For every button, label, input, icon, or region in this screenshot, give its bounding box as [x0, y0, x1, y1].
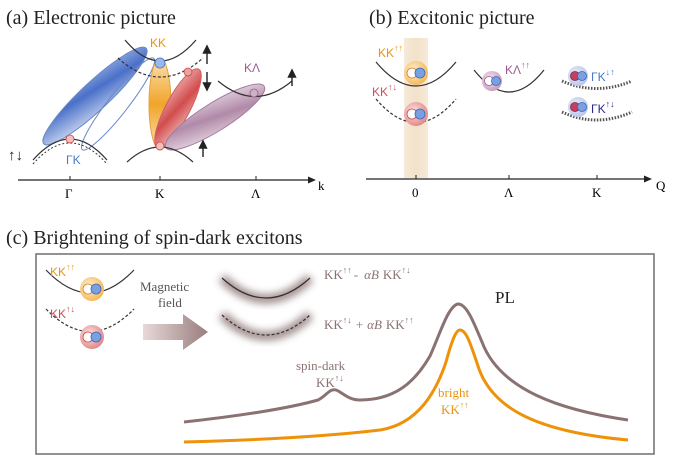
spin-left-label: ↑↓ — [8, 147, 23, 164]
panel-a: (a) Electronic picture ↑↓ KK KΛ ΓK — [6, 7, 325, 201]
klambda-valley-label: KΛ — [244, 61, 260, 75]
kk-valley-label: KK — [150, 36, 166, 50]
k-axis-label: k — [318, 178, 325, 193]
blue-transition-ellipse — [42, 46, 148, 146]
panel-c: (c) Brightening of spin-dark excitons KK… — [6, 227, 655, 455]
valence-band-Gamma-dashed — [32, 142, 108, 165]
electron-marker — [183, 67, 193, 77]
tick-label-k-b: K — [592, 185, 602, 200]
mix-top-formula: KK↑↑ - αB KK↑↓ — [324, 265, 411, 282]
hole-marker — [65, 134, 75, 144]
panel-a-title: (a) Electronic picture — [6, 7, 176, 29]
k-axis-arrowhead — [308, 176, 316, 184]
magnetic-label: Magnetic — [140, 279, 189, 294]
gk-bottom-parabola — [561, 110, 633, 122]
hole-marker — [155, 141, 165, 151]
spin-up-arrow — [198, 44, 297, 157]
q-axis-label: Q — [656, 178, 666, 193]
bright-kk-label: KK↑↑ — [441, 400, 469, 417]
field-label: field — [158, 295, 182, 310]
exciton-gk-bottom — [568, 97, 588, 117]
tick-label-0: 0 — [412, 185, 419, 200]
exciton-kk-bright — [404, 61, 428, 85]
tick-label-k: K — [155, 186, 165, 201]
kk-bright-label: KK↑↑ — [378, 43, 403, 60]
exciton-gk-top — [568, 66, 588, 86]
gammak-valley-label: ΓK — [66, 153, 81, 167]
panel-b-title: (b) Excitonic picture — [369, 7, 535, 29]
panel-b: (b) Excitonic picture — [366, 7, 666, 200]
upper-band-core — [221, 277, 311, 299]
bright-label: bright — [438, 385, 469, 400]
klambda-label: KΛ↑↑ — [505, 60, 530, 77]
q-axis-arrowhead — [644, 175, 652, 183]
panel-c-frame — [35, 253, 655, 455]
klambda-parabola — [473, 69, 545, 93]
c-kk-dark-label: KK↑↓ — [50, 304, 75, 321]
tick-label-gamma: Γ — [65, 186, 73, 201]
exciton-kk-dark — [404, 102, 428, 126]
kk-dark-label: KK↑↓ — [372, 82, 397, 99]
tick-label-lambda-b: Λ — [504, 185, 514, 200]
pl-spectrum-brightened — [183, 302, 629, 424]
gk-bottom-label: ΓK↑↓ — [591, 99, 615, 116]
tick-label-lambda: Λ — [251, 186, 261, 201]
blue-transition-ellipse-2 — [80, 57, 156, 151]
electron-marker — [249, 88, 259, 98]
lower-band-core — [221, 314, 311, 336]
spin-dark-kk-label: KK↑↓ — [316, 373, 344, 390]
magnetic-field-arrow — [143, 314, 208, 350]
c-kk-bright-label: KK↑↑ — [50, 262, 75, 279]
gk-top-label: ΓK↓↑ — [591, 67, 615, 84]
conduction-band-K-lower — [117, 57, 204, 78]
exciton-klambda — [482, 71, 502, 91]
spin-dark-label: spin-dark — [296, 358, 346, 373]
c-exciton-dark — [80, 325, 104, 349]
kk-bright-parabola — [375, 61, 457, 87]
gk-top-parabola — [561, 79, 633, 90]
electron-marker — [154, 57, 166, 69]
panel-c-title: (c) Brightening of spin-dark excitons — [6, 227, 303, 249]
c-exciton-bright — [80, 277, 104, 301]
pl-spectrum-bright — [183, 328, 629, 444]
pl-label: PL — [495, 288, 515, 307]
mix-bottom-formula: KK↑↓ + αB KK↑↑ — [324, 315, 414, 332]
